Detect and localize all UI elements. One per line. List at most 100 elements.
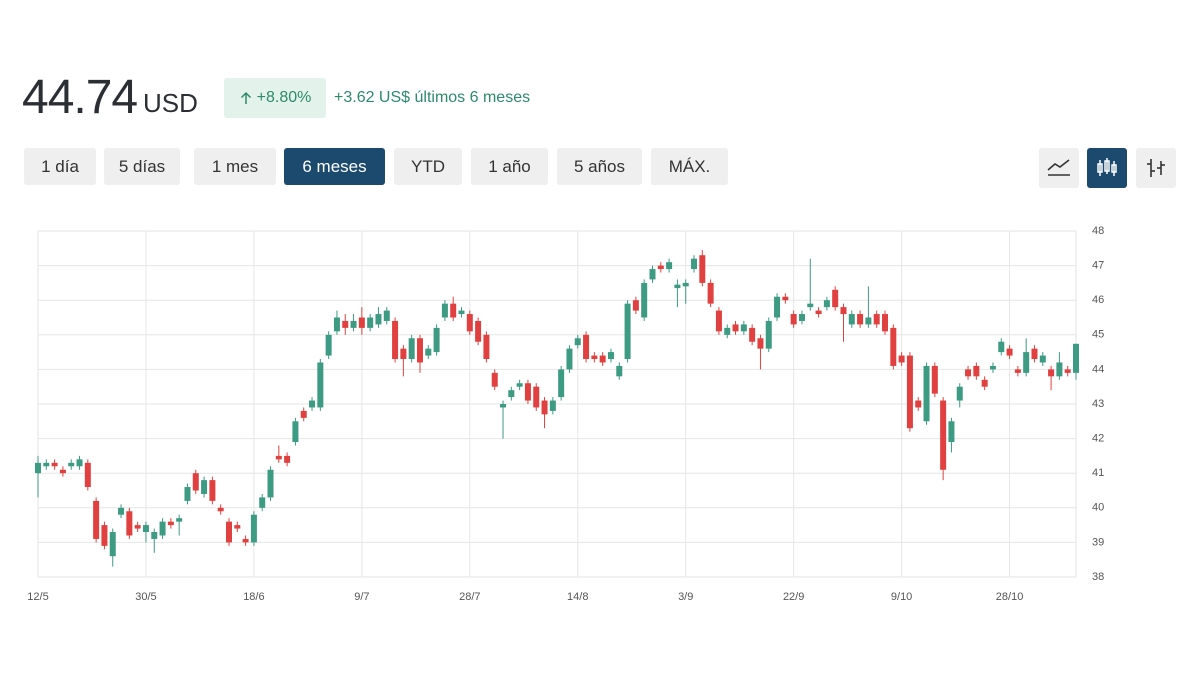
candle-body <box>782 296 789 301</box>
candle-body <box>466 314 473 332</box>
candle-body <box>93 500 100 539</box>
candle-body <box>807 303 814 308</box>
candle-body <box>1048 369 1055 377</box>
candle-body <box>259 497 266 508</box>
candle-body <box>250 514 257 543</box>
candle-body <box>832 289 839 308</box>
candle-body <box>441 303 448 318</box>
candle-body <box>574 338 581 346</box>
x-tick-label: 9/7 <box>354 591 369 603</box>
range-button[interactable]: MÁX. <box>651 148 728 185</box>
candle-body <box>566 348 573 370</box>
candle-body <box>159 521 166 536</box>
y-tick-label: 41 <box>1092 467 1104 479</box>
candle-body <box>774 296 781 318</box>
candle-body <box>392 320 399 360</box>
candle-body <box>500 404 507 408</box>
candle-body <box>865 317 872 325</box>
candle-body <box>491 372 498 387</box>
candle-body <box>1006 348 1013 356</box>
candle-body <box>533 386 540 408</box>
y-tick-label: 45 <box>1092 329 1104 341</box>
candle-body <box>292 421 299 443</box>
candle-body <box>649 269 656 280</box>
candle-body <box>699 255 706 283</box>
candle-body <box>59 469 66 474</box>
candle-body <box>981 379 988 387</box>
range-button[interactable]: 1 día <box>24 148 96 185</box>
candle-body <box>1039 355 1046 363</box>
candle-body <box>209 480 216 501</box>
candle-body <box>1056 362 1063 377</box>
candle-body <box>325 334 332 356</box>
candle-body <box>35 462 41 474</box>
x-tick-label: 12/5 <box>27 591 48 603</box>
candle-body <box>657 265 664 270</box>
candle-body <box>333 317 340 332</box>
line-chart-button[interactable] <box>1039 148 1079 188</box>
candle-body <box>192 473 199 491</box>
candle-body <box>458 310 465 315</box>
range-button[interactable]: 1 año <box>471 148 548 185</box>
candle-body <box>225 521 232 543</box>
candle-body <box>732 324 739 332</box>
candle-body <box>549 400 556 411</box>
candle-body <box>641 282 648 318</box>
candle-body <box>840 307 847 315</box>
x-tick-label: 22/9 <box>783 591 804 603</box>
x-tick-label: 18/6 <box>243 591 264 603</box>
ohlc-button[interactable] <box>1136 148 1176 188</box>
candle-body <box>101 525 108 546</box>
y-tick-label: 39 <box>1092 536 1104 548</box>
x-tick-label: 28/10 <box>996 591 1024 603</box>
candle-body <box>915 400 922 408</box>
y-tick-label: 42 <box>1092 433 1104 445</box>
y-tick-label: 38 <box>1092 571 1104 583</box>
range-button[interactable]: 1 mes <box>194 148 276 185</box>
candle-body <box>857 314 864 325</box>
range-button[interactable]: 5 días <box>104 148 180 185</box>
candle-body <box>998 341 1005 353</box>
candle-body <box>707 282 714 304</box>
candle-body <box>956 386 963 401</box>
candle-body <box>126 511 133 536</box>
candle-body <box>798 314 805 321</box>
candle-body <box>890 327 897 366</box>
range-button[interactable]: 5 años <box>557 148 642 185</box>
range-button[interactable]: 6 meses <box>284 148 385 185</box>
candle-body <box>68 462 75 467</box>
candle-body <box>607 352 614 360</box>
candle-body <box>1064 369 1071 373</box>
candle-body <box>383 310 390 321</box>
candle-body <box>882 314 889 332</box>
candle-body <box>524 383 531 401</box>
candle-body <box>400 348 407 360</box>
x-tick-label: 3/9 <box>678 591 693 603</box>
candle-body <box>217 507 224 512</box>
price: 44.74 <box>22 71 138 124</box>
candle-body <box>483 334 490 360</box>
candle-body <box>989 365 996 370</box>
candle-icon <box>1097 158 1117 176</box>
candle-body <box>948 421 955 443</box>
candle-body <box>691 258 698 270</box>
x-tick-label: 28/7 <box>459 591 480 603</box>
candle-body <box>51 462 58 467</box>
range-button[interactable]: YTD <box>394 148 462 185</box>
candle-body <box>1031 348 1038 360</box>
candlestick-button[interactable] <box>1087 148 1127 188</box>
candle-body <box>848 314 855 325</box>
candle-body <box>815 310 822 315</box>
candle-body <box>583 334 590 360</box>
candle-body <box>167 521 174 526</box>
candle-body <box>715 310 722 332</box>
candle-body <box>965 369 972 377</box>
candle-body <box>624 303 631 360</box>
candle-body <box>201 480 208 494</box>
candle-body <box>242 538 249 543</box>
candle-body <box>142 525 149 533</box>
candle-body <box>591 355 598 360</box>
y-tick-label: 43 <box>1092 398 1104 410</box>
